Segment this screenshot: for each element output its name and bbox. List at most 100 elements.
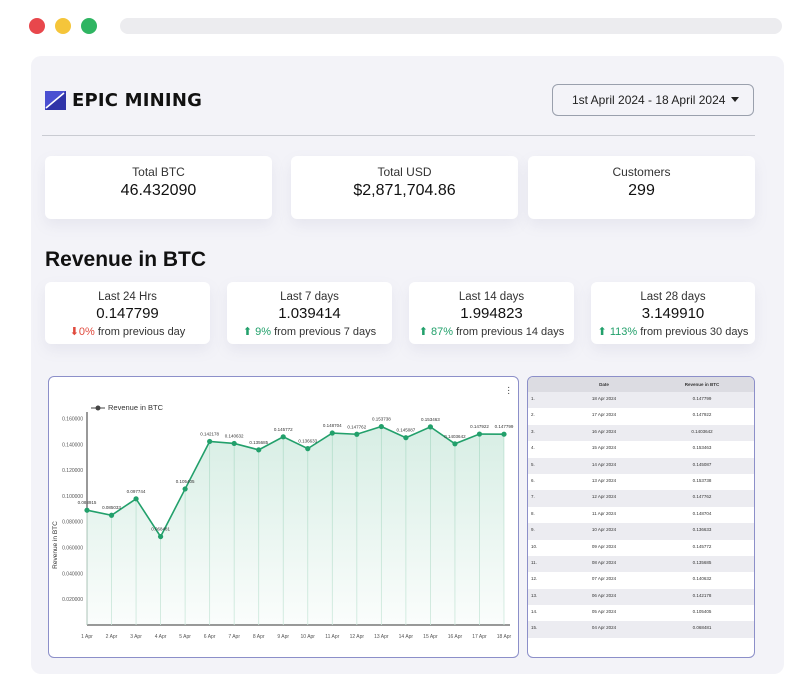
table-row[interactable]: 13. 06 Apr 2024 0.142178 [528,588,754,606]
data-point [182,486,188,492]
table-row[interactable]: 7. 12 Apr 2024 0.147762 [528,490,754,507]
revenue-card-7d: Last 7 days 1.039414 ⬆ 9% from previous … [227,282,392,344]
x-tick-label: 2 Apr [106,634,118,640]
data-point [280,434,286,440]
table-row[interactable]: 11. 08 Apr 2024 0.135685 [528,555,754,573]
row-date: 17 Apr 2024 [591,412,617,418]
minimize-window-dot[interactable] [55,18,71,34]
y-tick-label: 0.160000 [62,416,83,422]
row-index: 10. [531,543,538,549]
data-point [452,441,458,447]
revenue-card-value: 1.039414 [278,305,341,322]
row-date: 11 Apr 2024 [592,510,616,516]
data-label: 0.148704 [323,423,342,428]
row-date: 09 Apr 2024 [591,543,617,549]
y-tick-label: 0.120000 [62,468,83,474]
y-tick-label: 0.060000 [62,546,83,552]
column-header-date[interactable]: Date [558,377,650,392]
row-date: 14 Apr 2024 [558,457,650,474]
table-row[interactable]: 2. 17 Apr 2024 0.147922 [528,408,754,424]
column-header-index [528,377,558,392]
data-point [427,424,434,430]
row-date: 06 Apr 2024 [558,588,650,606]
data-label: 0.147762 [347,424,366,429]
table-row[interactable]: 12. 07 Apr 2024 0.140632 [528,572,754,588]
epic-mining-logo-icon [45,91,66,110]
row-index: 13. [528,588,558,606]
table-row[interactable]: 15. 04 Apr 2024 0.068481 [528,621,754,638]
arrow-up-icon: ⬆ [597,326,607,338]
y-axis-label: Revenue in BTC [52,521,59,569]
row-date: 18 Apr 2024 [558,392,650,409]
revenue-table: Date Revenue in BTC 1. 18 Apr 2024 0.14779… [528,377,754,638]
row-revenue: 0.153738 [692,477,712,483]
delta-suffix: from previous 7 days [274,326,377,338]
row-index: 6. [531,477,535,483]
table-row[interactable]: 4. 15 Apr 2024 0.153463 [528,441,754,457]
row-date: 07 Apr 2024 [591,576,617,582]
revenue-line-chart: Revenue in BTC Revenue in BTC 0.160000 0.… [52,403,514,640]
revenue-card-delta: ⬇0% from previous day [45,325,210,338]
maximize-window-dot[interactable] [81,18,97,34]
revenue-card-14d: Last 14 days 1.994823 ⬆ 87% from previou… [409,282,574,344]
table-row[interactable]: 6. 13 Apr 2024 0.153738 [528,474,754,490]
data-label: 0.147922 [470,424,489,429]
row-date: 08 Apr 2024 [558,555,650,573]
data-label: 0.105405 [176,479,195,484]
stat-value: $2,871,704.86 [353,182,456,199]
x-tick-label: 9 Apr [277,634,289,640]
data-point [157,533,164,540]
table-row[interactable]: 10. 09 Apr 2024 0.145772 [528,540,754,556]
data-label: 0.140632 [225,433,244,438]
address-bar[interactable] [120,18,782,34]
stat-card-customers: Customers 299 [528,156,755,219]
y-tick-label: 0.080000 [62,520,83,526]
more-vertical-icon[interactable]: · · · [507,382,511,399]
stat-label: Customers [612,165,671,179]
row-index: 14. [531,609,538,615]
delta-percent: 0% [78,326,95,338]
table-row[interactable]: 1. 18 Apr 2024 0.147799 [528,392,754,409]
row-date: 16 Apr 2024 [558,424,650,442]
table-row[interactable]: 14. 05 Apr 2024 0.105405 [528,605,754,621]
data-label: 0.145087 [396,428,415,433]
legend-label: Revenue in BTC [108,403,164,412]
arrow-down-icon: ⬇ [69,326,79,338]
row-index: 12. [531,576,538,582]
data-label: 0.147799 [495,424,514,429]
table-row[interactable]: 8. 11 Apr 2024 0.148704 [528,507,754,523]
data-point [378,423,384,430]
revenue-card-value: 3.149910 [641,305,705,322]
x-tick-label: 16 Apr [448,634,463,640]
data-point [354,431,360,437]
data-point [403,435,409,441]
revenue-card-label: Last 24 Hrs [98,291,157,303]
revenue-card-24h: Last 24 Hrs 0.147799 ⬇0% from previous d… [45,282,210,344]
date-range-select[interactable]: 1st April 2024 - 18 April 2024 [552,84,754,116]
x-tick-label: 6 Apr [204,634,216,640]
table-row[interactable]: 9. 10 Apr 2024 0.136633 [528,523,754,540]
stat-card-total-usd: Total USD $2,871,704.86 [291,156,518,219]
row-revenue: 0.1403642 [650,424,754,442]
delta-suffix: from previous 30 days [640,326,749,338]
x-tick-label: 3 Apr [130,634,142,640]
close-window-dot[interactable] [29,18,45,34]
row-date: 15 Apr 2024 [591,445,617,451]
revenue-card-label: Last 14 days [458,291,525,303]
x-tick-label: 13 Apr [374,634,389,640]
header-divider [42,135,755,136]
row-date: 13 Apr 2024 [591,477,617,483]
row-index: 11. [528,555,558,573]
date-range-value: 1st April 2024 - 18 April 2024 [572,93,726,107]
x-tick-label: 17 Apr [472,634,487,640]
column-header-revenue[interactable]: Revenue in BTC [650,377,754,392]
x-tick-label: 4 Apr [155,634,167,640]
delta-percent: 87% [430,326,454,338]
table-header-row: Date Revenue in BTC [528,377,754,392]
row-index: 4. [531,445,535,451]
table-row[interactable]: 3. 16 Apr 2024 0.1403642 [528,424,754,442]
data-label: 0.1403642 [444,434,466,439]
table-row[interactable]: 5. 14 Apr 2024 0.145087 [528,457,754,474]
data-point [256,447,262,453]
revenue-card-label: Last 28 days [640,291,706,303]
